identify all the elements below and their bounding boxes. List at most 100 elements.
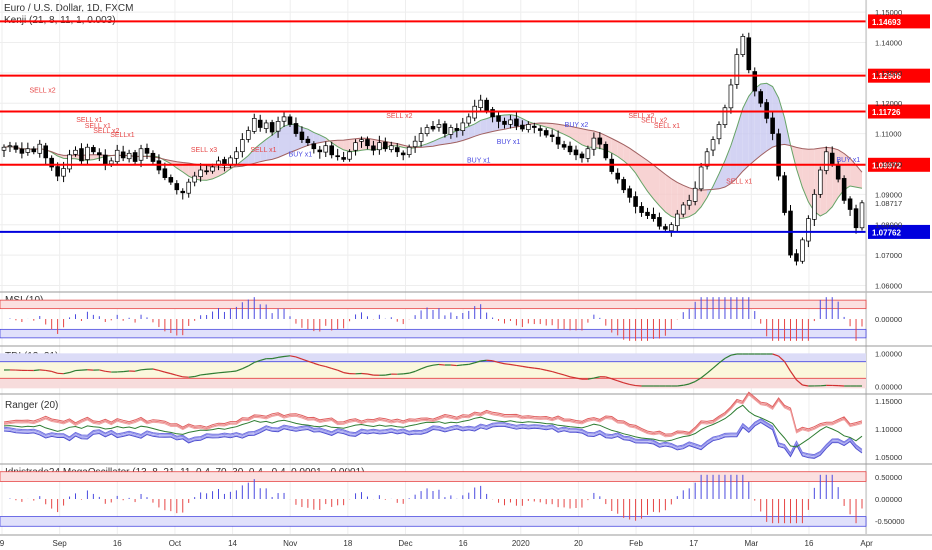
kenji-cloud-segment	[540, 123, 547, 128]
kenji-cloud-segment	[582, 128, 588, 148]
candle-body	[496, 115, 501, 122]
price-axis-tick: 1.08000	[875, 221, 902, 230]
buy-signal-label: BUY x2	[565, 122, 589, 129]
tdi-line	[432, 363, 440, 366]
candle-body	[502, 120, 507, 125]
mega-upper-zone	[0, 471, 867, 482]
tdi-line	[247, 361, 255, 367]
candle-body	[341, 157, 346, 160]
candle-body	[174, 183, 180, 191]
candle-body	[651, 213, 656, 219]
time-axis-tick: Feb	[629, 539, 643, 548]
kenji-cloud-segment	[218, 167, 225, 177]
candle-body	[31, 148, 37, 153]
tdi-line	[426, 364, 434, 368]
tdi-line	[516, 364, 523, 367]
ranger-price-line	[3, 404, 863, 448]
candle-body	[424, 127, 430, 135]
tdi-line	[784, 361, 792, 372]
candle-body	[55, 166, 60, 177]
candle-body	[43, 145, 48, 159]
sell-signal-label: SELL x1	[76, 117, 102, 124]
candle-body	[549, 134, 555, 137]
tdi-line	[194, 374, 201, 378]
tdi-line	[134, 369, 142, 372]
tdi-line	[438, 363, 445, 366]
candle-body	[853, 208, 859, 229]
candle-body	[168, 177, 174, 183]
kenji-cloud-segment	[659, 169, 666, 212]
tdi-line	[230, 370, 237, 373]
ranger-band-line	[3, 418, 863, 456]
tdi-line	[778, 355, 785, 363]
kenji-cloud-segment	[766, 83, 773, 151]
candle-body	[144, 147, 150, 154]
tdi-line	[575, 377, 583, 380]
candle-body	[204, 170, 209, 173]
tdi-line	[188, 375, 195, 378]
price-axis-tick: 1.14000	[875, 38, 902, 47]
candle-body	[526, 124, 531, 130]
tdi-line	[498, 361, 505, 365]
candle-body	[543, 130, 549, 136]
tdi-line	[218, 371, 225, 374]
tdi-line	[33, 369, 40, 372]
candle-body	[716, 124, 722, 140]
tdi-line	[63, 371, 70, 375]
ranger-band-line	[3, 391, 863, 435]
candle-body	[257, 119, 263, 128]
price-axis-tick: 1.07000	[875, 251, 902, 260]
tdi-axis-tick: 1.00000	[875, 349, 902, 358]
candle-body	[639, 206, 644, 213]
tdi-lower-zone	[0, 378, 866, 389]
candle-body	[722, 107, 728, 126]
candle-body	[728, 84, 734, 109]
candle-body	[269, 122, 275, 133]
tdi-line	[528, 366, 535, 369]
candle-body	[597, 137, 603, 145]
tdi-line	[289, 355, 297, 358]
kenji-cloud-segment	[611, 138, 618, 157]
kenji-cloud-segment	[433, 138, 439, 147]
kenji-cloud-segment	[742, 96, 749, 172]
tdi-line	[295, 356, 303, 360]
kenji-cloud-segment	[480, 118, 487, 135]
candle-body	[162, 168, 168, 178]
buy-signal-label: BUY x1	[289, 151, 313, 158]
sell-signal-label: SELL x2	[641, 118, 667, 125]
price-level-label: 1.11726	[872, 108, 901, 117]
sell-signal-label: SELL x1	[726, 179, 752, 186]
candle-body	[603, 143, 609, 159]
candle-body	[365, 139, 370, 147]
time-axis-tick: 14	[228, 539, 237, 548]
tdi-line	[587, 377, 594, 380]
price-level-tag	[868, 104, 930, 119]
kenji-cloud-segment	[725, 145, 731, 187]
ranger-band-line	[3, 421, 863, 459]
candle-body	[680, 204, 686, 215]
tdi-line	[45, 369, 52, 372]
time-axis-tick: 16	[805, 539, 814, 548]
tdi-upper-zone	[0, 353, 866, 362]
buy-signal-label: BUY x1	[837, 157, 861, 164]
kenji-cloud-segment	[486, 116, 493, 133]
price-axis-tick: 1.10000	[875, 160, 902, 169]
sell-signal-label: SELL x2	[93, 128, 119, 135]
candle-body	[800, 239, 805, 262]
price-axis-tick: 1.15000	[875, 8, 902, 17]
sell-signal-label: SELL x1	[250, 147, 276, 154]
ranger-pane-label[interactable]: Ranger (20)	[3, 400, 61, 411]
candle-body	[25, 148, 31, 153]
kenji-cloud-segment	[468, 123, 475, 139]
sell-signal-label: SELL x1	[654, 123, 680, 130]
kenji-cloud-segment	[397, 143, 404, 148]
tdi-line	[802, 384, 809, 387]
sell-signal-label: SELL x3	[191, 147, 217, 154]
candle-body	[210, 166, 215, 172]
candle-body	[633, 196, 638, 207]
mega-axis-tick: -0.50000	[875, 517, 905, 526]
candle-body	[394, 147, 400, 153]
kenji-cloud-segment	[254, 144, 261, 164]
kenji-cloud-segment	[558, 124, 565, 135]
